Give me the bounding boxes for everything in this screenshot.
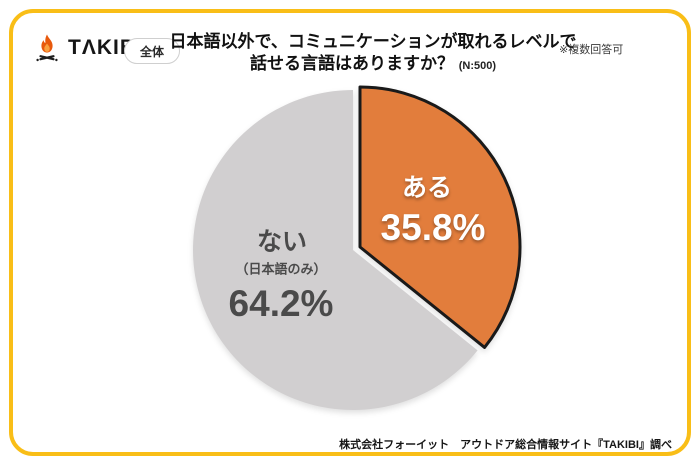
slice-have-label: ある (401, 174, 453, 202)
segment-badge: 全体 (124, 38, 180, 64)
survey-question-title: 日本語以外で、コミュニケーションが取れるレベルで 話せる言語はありますか？ (N… (163, 31, 583, 77)
campfire-icon (36, 34, 58, 62)
pie-slice-none (193, 90, 478, 410)
slice-have-percentage: 35.8% (380, 207, 486, 248)
source-credit: 株式会社フォーイット アウトドア総合情報サイト『TAKIBI』調べ (339, 439, 672, 451)
sample-size: (N:500) (458, 60, 497, 72)
multiple-answers-note: ※複数回答可 (559, 44, 624, 56)
title-line-1: 日本語以外で、コミュニケーションが取れるレベルで (169, 32, 577, 51)
pie-slice-have (358, 85, 522, 349)
title-line-2: 話せる言語はありますか？ (N:500) (163, 53, 583, 77)
title-line-2-text: 話せる言語はありますか？ (249, 54, 454, 73)
slice-none-label: ない (256, 228, 308, 256)
brand-wordmark: TΛKIBI (68, 36, 143, 59)
segment-badge-label: 全体 (139, 44, 164, 59)
slice-none-sublabel: （日本語のみ） (235, 261, 327, 277)
takibi-logo: TΛKIBI (31, 32, 143, 64)
slice-none-percentage: 64.2% (228, 283, 334, 324)
